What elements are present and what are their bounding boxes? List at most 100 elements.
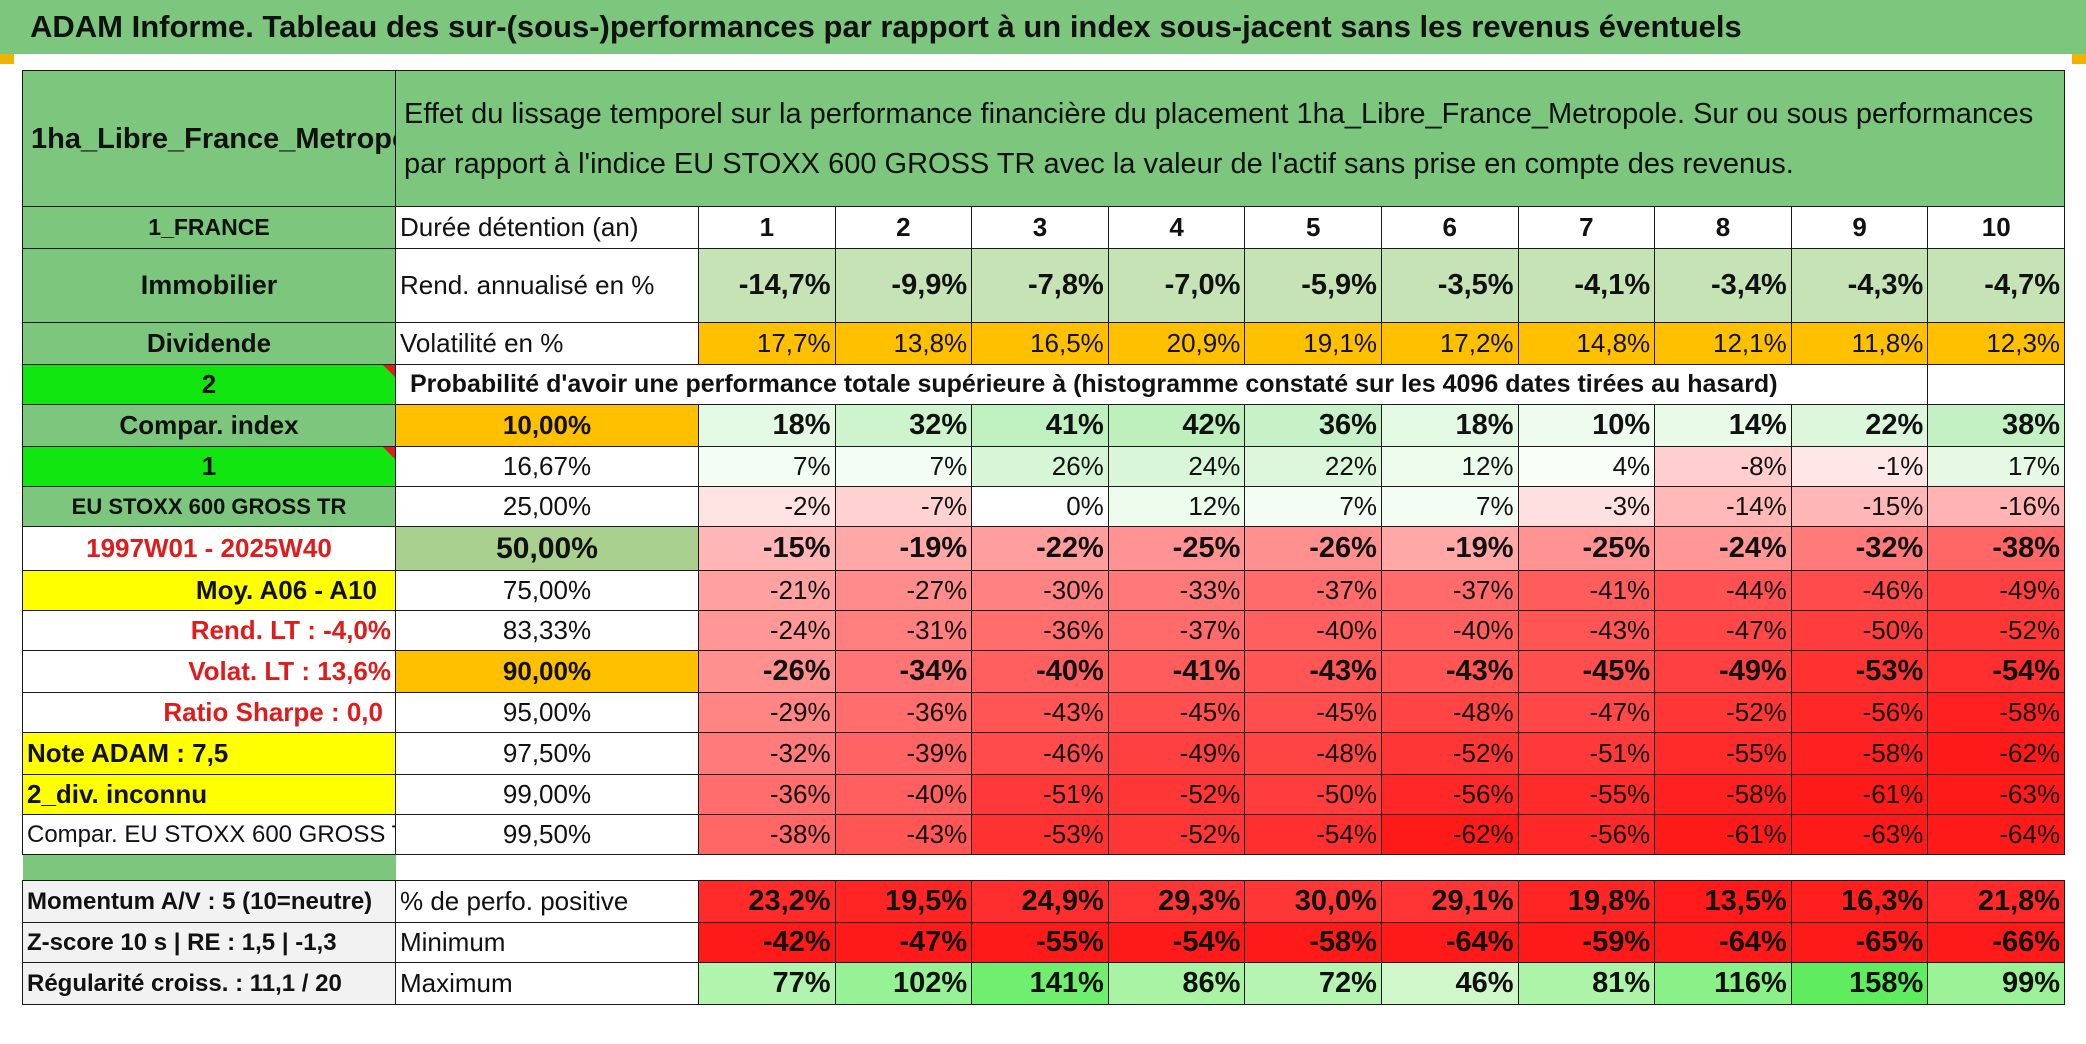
percentile-value: -51% bbox=[971, 774, 1109, 815]
percentile-value: -45% bbox=[1517, 650, 1656, 693]
rend-value: -4,3% bbox=[1790, 248, 1929, 323]
percentile-value: -58% bbox=[1790, 732, 1929, 775]
percentile-value: 14% bbox=[1654, 404, 1792, 447]
regularite-label: Régularité croiss. : 11,1 / 20 bbox=[22, 962, 396, 1005]
percentile-value: -32% bbox=[698, 732, 836, 775]
maximum-value: 99% bbox=[1927, 962, 2066, 1005]
percentile-value: -36% bbox=[834, 692, 973, 733]
percentile-value: 41% bbox=[971, 404, 1109, 447]
maximum-value: 77% bbox=[698, 962, 836, 1005]
percentile-value: -27% bbox=[834, 570, 973, 611]
percentile-value: -2% bbox=[698, 486, 836, 527]
percentile-value: -34% bbox=[834, 650, 973, 693]
percentile-value: -49% bbox=[1107, 732, 1246, 775]
percentile-value: -50% bbox=[1790, 610, 1929, 651]
percentile-value: -61% bbox=[1790, 774, 1929, 815]
percentile-value: -37% bbox=[1244, 570, 1382, 611]
percentile-value: -52% bbox=[1107, 814, 1246, 855]
gap-cell bbox=[396, 855, 2065, 881]
percentile-value: -14% bbox=[1654, 486, 1792, 527]
corner-mark bbox=[0, 54, 14, 64]
percentile-value: -31% bbox=[834, 610, 973, 651]
percentile-value: 7% bbox=[1244, 486, 1382, 527]
percentile-value: -33% bbox=[1107, 570, 1246, 611]
year-header: 1 bbox=[698, 206, 836, 249]
percentile-value: -19% bbox=[834, 526, 973, 571]
percentile-value: 24% bbox=[1107, 446, 1246, 487]
percentile-value: 36% bbox=[1244, 404, 1382, 447]
percentile-value: -49% bbox=[1654, 650, 1792, 693]
year-header: 8 bbox=[1654, 206, 1792, 249]
percentile-value: -25% bbox=[1107, 526, 1246, 571]
percentile-value: -37% bbox=[1107, 610, 1246, 651]
percentile-value: -47% bbox=[1654, 610, 1792, 651]
percentile-value: -40% bbox=[971, 650, 1109, 693]
vol-value: 19,1% bbox=[1244, 322, 1382, 365]
index-name-label: EU STOXX 600 GROSS TR bbox=[22, 486, 396, 527]
vol-value: 20,9% bbox=[1107, 322, 1246, 365]
maximum-value: 46% bbox=[1380, 962, 1519, 1005]
percentile-value: 42% bbox=[1107, 404, 1246, 447]
gap-cell bbox=[22, 854, 396, 881]
percentile-value: 7% bbox=[1380, 486, 1519, 527]
percentile-value: -56% bbox=[1790, 692, 1929, 733]
percentile-value: -38% bbox=[1927, 526, 2066, 571]
positive-value: 23,2% bbox=[698, 880, 836, 923]
year-header: 10 bbox=[1927, 206, 2066, 249]
minimum-value: -59% bbox=[1517, 922, 1656, 963]
positive-value: 13,5% bbox=[1654, 880, 1792, 923]
percentile-value: -24% bbox=[1654, 526, 1792, 571]
percentile-value: 38% bbox=[1927, 404, 2066, 447]
positive-value: 19,5% bbox=[834, 880, 973, 923]
percentile-value: -15% bbox=[698, 526, 836, 571]
percentile-value: 22% bbox=[1244, 446, 1382, 487]
percentile-value: -37% bbox=[1380, 570, 1519, 611]
percentile-value: 0% bbox=[971, 486, 1109, 527]
minimum-value: -54% bbox=[1107, 922, 1246, 963]
percentile-label: 95,00% bbox=[395, 692, 699, 733]
empty-cell bbox=[1791, 364, 1929, 405]
percentile-value: -43% bbox=[1380, 650, 1519, 693]
percentile-value: -36% bbox=[971, 610, 1109, 651]
percentile-label: 99,00% bbox=[395, 774, 699, 815]
note-adam-label: Note ADAM : 7,5 bbox=[22, 732, 396, 775]
vol-value: 13,8% bbox=[834, 322, 973, 365]
row-label-vol: Volatilité en % bbox=[395, 322, 699, 365]
rend-value: -4,1% bbox=[1517, 248, 1656, 323]
table-description: Effet du lissage temporel sur la perform… bbox=[394, 70, 2066, 207]
positive-value: 30,0% bbox=[1244, 880, 1382, 923]
vol-value: 11,8% bbox=[1790, 322, 1929, 365]
percentile-value: -45% bbox=[1244, 692, 1382, 733]
percentile-value: -30% bbox=[971, 570, 1109, 611]
vol-value: 17,2% bbox=[1380, 322, 1519, 365]
div-label: 2_div. inconnu bbox=[22, 774, 396, 815]
percentile-label: 83,33% bbox=[395, 610, 699, 651]
percentile-value: -29% bbox=[698, 692, 836, 733]
percentile-value: -25% bbox=[1517, 526, 1656, 571]
row-label-max: Maximum bbox=[395, 962, 699, 1005]
positive-value: 29,1% bbox=[1380, 880, 1519, 923]
percentile-value: -53% bbox=[971, 814, 1109, 855]
percentile-value: 12% bbox=[1380, 446, 1519, 487]
minimum-value: -64% bbox=[1654, 922, 1792, 963]
percentile-value: -58% bbox=[1927, 692, 2066, 733]
rend-lt-label: Rend. LT : -4,0% bbox=[22, 610, 396, 651]
vol-value: 16,5% bbox=[971, 322, 1109, 365]
rend-value: -5,9% bbox=[1244, 248, 1382, 323]
percentile-value: -3% bbox=[1517, 486, 1656, 527]
percentile-value: -54% bbox=[1244, 814, 1382, 855]
percentile-value: -1% bbox=[1790, 446, 1929, 487]
percentile-value: -54% bbox=[1927, 650, 2066, 693]
asset-name-header: 1ha_Libre_France_Metropole bbox=[22, 70, 396, 207]
rend-value: -3,4% bbox=[1654, 248, 1792, 323]
country-label: 1_FRANCE bbox=[22, 206, 396, 249]
year-header: 3 bbox=[971, 206, 1109, 249]
vol-value: 12,1% bbox=[1654, 322, 1792, 365]
positive-value: 19,8% bbox=[1517, 880, 1656, 923]
rend-value: -4,7% bbox=[1927, 248, 2066, 323]
maximum-value: 158% bbox=[1790, 962, 1929, 1005]
year-header: 6 bbox=[1380, 206, 1519, 249]
percentile-value: -49% bbox=[1927, 570, 2066, 611]
percentile-value: -8% bbox=[1654, 446, 1792, 487]
row-label-duree: Durée détention (an) bbox=[395, 206, 699, 249]
